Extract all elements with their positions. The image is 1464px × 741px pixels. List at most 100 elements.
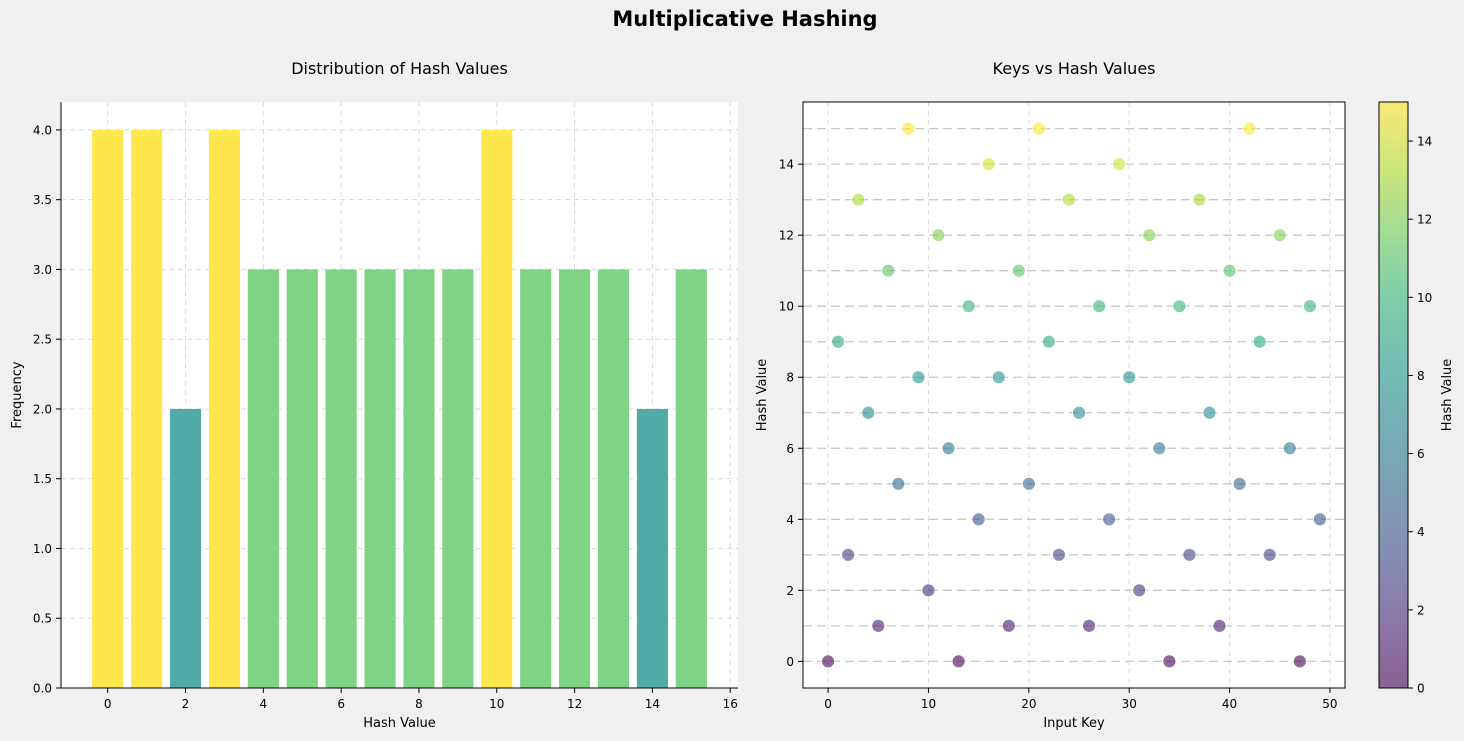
scatter-point bbox=[1021, 476, 1036, 491]
scatter-point bbox=[841, 547, 856, 562]
bar bbox=[247, 269, 279, 688]
scatter-point bbox=[1052, 547, 1066, 562]
scatter-plot-area bbox=[803, 102, 1345, 688]
bar bbox=[403, 269, 435, 688]
scatter-point bbox=[881, 263, 896, 278]
scatter-point bbox=[951, 654, 966, 669]
bar bbox=[364, 269, 396, 688]
bar-y-tick-label: 0.0 bbox=[33, 682, 52, 696]
scatter-point bbox=[1082, 618, 1096, 633]
scatter-point bbox=[1222, 263, 1237, 278]
scatter-y-tick-label: 4 bbox=[786, 513, 794, 527]
scatter-point bbox=[981, 157, 996, 172]
scatter-point bbox=[1132, 583, 1147, 598]
scatter-point bbox=[1242, 121, 1257, 136]
scatter-point bbox=[1011, 263, 1026, 278]
scatter-y-tick-label: 8 bbox=[786, 371, 794, 385]
scatter-point bbox=[861, 405, 876, 420]
scatter-point bbox=[901, 121, 916, 136]
scatter-y-tick-label: 12 bbox=[779, 229, 794, 243]
scatter-y-tick-label: 14 bbox=[779, 158, 794, 172]
bar bbox=[286, 269, 318, 688]
bar-y-tick-label: 1.5 bbox=[33, 472, 52, 486]
colorbar-tick-label: 14 bbox=[1417, 135, 1432, 149]
scatter-point bbox=[1282, 441, 1297, 456]
bar bbox=[169, 408, 202, 688]
bar bbox=[636, 408, 668, 688]
scatter-point bbox=[821, 654, 835, 669]
scatter-point bbox=[1232, 476, 1247, 491]
scatter-point bbox=[1313, 512, 1327, 527]
bar-y-tick-label: 0.5 bbox=[33, 612, 52, 626]
scatter-point bbox=[1202, 405, 1217, 420]
colorbar-label: Hash Value bbox=[1440, 359, 1455, 432]
colorbar-axis: 0 2 4 6 8 10 12 14 bbox=[1408, 135, 1432, 696]
scatter-y-tick-label: 0 bbox=[786, 655, 794, 669]
scatter-frame bbox=[802, 101, 1346, 689]
scatter-point bbox=[1302, 299, 1317, 314]
bar-y-tick-label: 3.5 bbox=[33, 193, 52, 207]
figure-suptitle: Multiplicative Hashing bbox=[612, 7, 877, 31]
scatter-point bbox=[1272, 228, 1287, 243]
scatter-point bbox=[1102, 512, 1117, 527]
colorbar-tick-label: 2 bbox=[1417, 603, 1425, 617]
bar-chart-plot-area bbox=[61, 102, 738, 688]
scatter-title: Keys vs Hash Values bbox=[993, 59, 1156, 78]
bar-y-tick-label: 3.0 bbox=[33, 263, 52, 277]
scatter-point bbox=[1092, 299, 1106, 314]
scatter-point bbox=[1212, 618, 1227, 633]
bar bbox=[442, 269, 474, 688]
scatter-x-tick-label: 30 bbox=[1122, 697, 1137, 711]
bar-chart-xlabel: Hash Value bbox=[363, 716, 436, 731]
scatter-point bbox=[1072, 405, 1086, 420]
scatter-point bbox=[1182, 547, 1197, 562]
bar-x-tick-label: 16 bbox=[723, 697, 738, 711]
scatter-point bbox=[911, 370, 926, 385]
scatter-y-tick-label: 6 bbox=[786, 442, 794, 456]
scatter-xlabel: Input Key bbox=[1043, 716, 1105, 731]
bar bbox=[208, 129, 240, 688]
scatter-point bbox=[1162, 654, 1177, 669]
scatter-axes: 0 10 20 30 40 50 0 2 4 6 8 10 12 14 bbox=[779, 101, 1346, 711]
scatter-point bbox=[931, 228, 946, 243]
scatter-point bbox=[961, 299, 976, 314]
bar bbox=[675, 269, 707, 688]
colorbar-tick-label: 12 bbox=[1417, 213, 1432, 227]
bar-x-tick-label: 0 bbox=[104, 697, 112, 711]
scatter-point bbox=[971, 512, 986, 527]
scatter-y-tick-label: 2 bbox=[786, 584, 794, 598]
scatter-ylabel: Hash Value bbox=[755, 359, 770, 432]
scatter-x-tick-label: 20 bbox=[1021, 697, 1036, 711]
scatter-point bbox=[1122, 370, 1137, 385]
scatter-point bbox=[831, 334, 846, 349]
bar-y-tick-label: 2.0 bbox=[33, 402, 52, 416]
scatter-point bbox=[991, 370, 1006, 385]
scatter-point bbox=[1292, 654, 1307, 669]
scatter-x-tick-label: 40 bbox=[1222, 697, 1237, 711]
bar bbox=[131, 129, 163, 688]
bar bbox=[597, 269, 630, 688]
bar-chart-title: Distribution of Hash Values bbox=[291, 59, 508, 78]
bar-x-tick-label: 14 bbox=[645, 697, 660, 711]
scatter-point bbox=[1252, 334, 1267, 349]
bar-y-tick-label: 4.0 bbox=[33, 123, 52, 137]
bar-x-tick-label: 4 bbox=[260, 697, 268, 711]
bar-y-tick-label: 1.0 bbox=[33, 542, 52, 556]
bar-chart-axes: 0 2 4 6 8 10 12 14 16 0.0 0.5 1.0 1.5 2.0 2.5 3.0 3.5 4.0 bbox=[33, 102, 738, 711]
colorbar bbox=[1378, 101, 1409, 689]
scatter-point bbox=[1062, 192, 1076, 207]
colorbar-tick-label: 10 bbox=[1417, 291, 1432, 305]
bar-y-tick-label: 2.5 bbox=[33, 333, 52, 347]
bar-x-tick-label: 10 bbox=[489, 697, 504, 711]
scatter-point bbox=[1142, 228, 1157, 243]
scatter-x-tick-label: 50 bbox=[1322, 697, 1337, 711]
scatter-points bbox=[821, 121, 1327, 669]
scatter-point bbox=[891, 476, 906, 491]
bar-x-tick-label: 2 bbox=[182, 697, 190, 711]
bar bbox=[481, 129, 513, 688]
colorbar-tick-label: 8 bbox=[1417, 369, 1425, 383]
bar bbox=[559, 269, 591, 688]
scatter-point bbox=[941, 441, 956, 456]
scatter-point bbox=[851, 192, 866, 207]
